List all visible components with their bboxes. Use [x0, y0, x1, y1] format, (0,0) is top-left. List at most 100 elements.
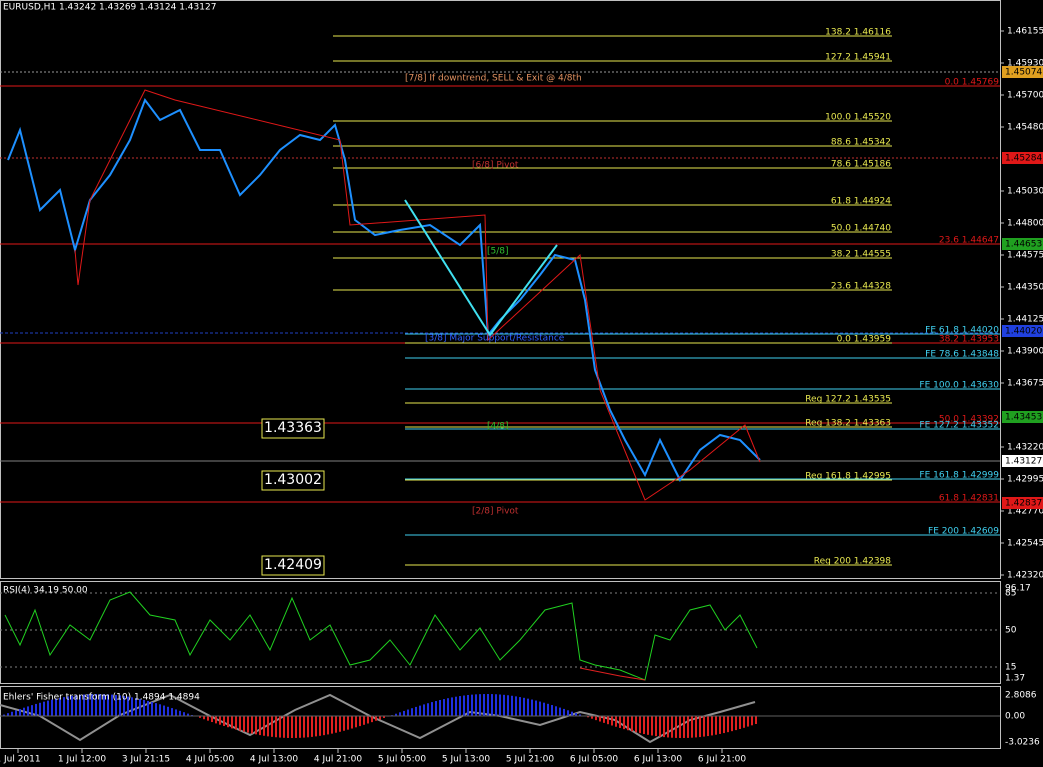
price-path-wicks: [74, 89, 761, 501]
price-marker-label: 1.44653: [1005, 240, 1042, 250]
zigzag: [404, 199, 558, 337]
price-marker: [1002, 66, 1043, 78]
price-marker-label: 1.43453: [1005, 413, 1042, 423]
level-label: 50.0 1.43392: [939, 415, 999, 425]
fisher-frame: [0, 686, 1001, 749]
price-marker-label: 1.43127: [1005, 457, 1042, 467]
price-marker-label: 1.42837: [1005, 499, 1042, 509]
time-label: 6 Jul 05:00: [570, 755, 619, 765]
price-label: 1.43220: [1007, 443, 1043, 453]
time-label: 3 Jul 21:15: [122, 755, 170, 765]
rsi-oversold: [579, 667, 646, 681]
price-label: 1.42995: [1007, 475, 1043, 485]
price-label: 1.42320: [1007, 571, 1043, 581]
fisher-histogram: [3, 694, 757, 738]
price-marker: [1002, 497, 1043, 509]
time-label: 6 Jul 13:00: [634, 755, 683, 765]
price-label: 1.46155: [1007, 27, 1043, 37]
rsi-axis-label: 50: [1005, 626, 1017, 636]
murrey-label: [5/8]: [487, 247, 509, 257]
price-label: 1.45030: [1007, 187, 1043, 197]
level-label: 50.0 1.44740: [831, 224, 891, 234]
price-label: 1.42545: [1007, 539, 1043, 549]
price-label: 1.42770: [1007, 507, 1043, 517]
time-label: 1 Jul 12:00: [58, 755, 107, 765]
price-label: 1.44575: [1007, 251, 1043, 261]
price-label: 1.45700: [1007, 91, 1043, 101]
price-label: 1.45930: [1007, 59, 1043, 69]
level-label: 138.2 1.46116: [825, 28, 891, 38]
fisher-axis-label: 2.8086: [1005, 691, 1037, 701]
level-label: 38.2 1.44555: [831, 250, 891, 260]
level-label: FE 61.8 1.44020: [925, 326, 999, 336]
price-marker: [1002, 238, 1043, 250]
price-marker-label: 1.45284: [1005, 154, 1042, 164]
price-marker: [1002, 455, 1043, 467]
price-label: 1.43675: [1007, 379, 1043, 389]
murrey-label: [6/8] Pivot: [472, 161, 519, 171]
level-label: FE 78.6 1.43848: [925, 350, 999, 360]
rsi-axis-label: 1.37: [1005, 674, 1025, 684]
level-label: 78.6 1.45186: [831, 160, 891, 170]
price-label: 1.43900: [1007, 347, 1043, 357]
fisher-title: Ehlers' Fisher transform (10) 1.4894 1.4…: [3, 693, 200, 703]
price-box-label: 1.43363: [264, 420, 322, 436]
level-label: 100.0 1.45520: [825, 113, 891, 123]
price-marker-label: 1.44020: [1005, 327, 1042, 337]
rsi-frame: [0, 581, 1001, 684]
price-label: 1.44125: [1007, 315, 1043, 325]
time-label: 4 Jul 21:00: [314, 755, 363, 765]
level-label: 61.8 1.44924: [831, 197, 891, 207]
time-label: 4 Jul 13:00: [250, 755, 299, 765]
price-box-label: 1.42409: [264, 557, 322, 573]
level-label: Reg 138.2 1.43363: [805, 419, 891, 429]
time-label: 6 Jul 21:00: [698, 755, 747, 765]
price-box-label: 1.43002: [264, 472, 322, 488]
rsi-axis-label: 96.17: [1005, 584, 1031, 594]
panel-frames: [0, 0, 1001, 749]
price-marker: [1002, 411, 1043, 423]
level-label: 0.0 1.45769: [945, 78, 1000, 88]
murrey-label: [3/8] Major Support/Resistance: [425, 334, 565, 344]
level-label: 0.0 1.43959: [837, 335, 892, 345]
rsi-line: [4, 591, 758, 681]
levels: 0.0 1.45769 23.6 1.44647 38.2 1.43953 50.0 …: [0, 28, 1000, 567]
rsi-axis-label: 85: [1005, 589, 1016, 599]
level-label: 38.2 1.43953: [939, 335, 999, 345]
murrey-label: [2/8] Pivot: [472, 507, 519, 517]
price-label: 1.44350: [1007, 283, 1043, 293]
murrey-label: [7/8] If downtrend, SELL & Exit @ 4/8th: [405, 74, 582, 84]
level-label: FE 127.2 1.43352: [919, 421, 999, 431]
rsi-guides: [0, 592, 1000, 668]
level-label: FE 200 1.42609: [928, 527, 999, 537]
time-label: 4 Jul 05:00: [186, 755, 235, 765]
level-label: Reg 127.2 1.43535: [805, 395, 891, 405]
price-label: 1.45480: [1007, 123, 1043, 133]
level-label: 61.8 1.42831: [939, 494, 999, 504]
price-label: 1.44800: [1007, 219, 1043, 229]
level-label: FE 161.8 1.42999: [919, 471, 999, 481]
rsi-title: RSI(4) 34.19 50.00: [3, 586, 88, 596]
level-label: 127.2 1.45941: [825, 53, 891, 63]
fisher-axis-label: 0.00: [1005, 712, 1025, 722]
price-marker: [1002, 325, 1043, 337]
fisher-axis-label: -3.0236: [1005, 738, 1040, 748]
level-label: Reg 200 1.42398: [814, 557, 891, 567]
time-label: 5 Jul 21:00: [506, 755, 555, 765]
price-box: [261, 418, 325, 439]
level-label: 88.6 1.45342: [831, 138, 891, 148]
level-label: FE 100.0 1.43630: [919, 381, 999, 391]
chart-header: EURUSD,H1 1.43242 1.43269 1.43124 1.4312…: [3, 3, 216, 13]
price-box: [261, 555, 325, 576]
time-label: 5 Jul 13:00: [442, 755, 491, 765]
level-label: 23.6 1.44328: [831, 282, 891, 292]
level-label: 23.6 1.44647: [939, 236, 999, 246]
price-box: [261, 470, 325, 491]
murrey-label: [4/8]: [487, 422, 509, 432]
price-marker-label: 1.45074: [1005, 68, 1042, 78]
level-label: Reg 161.8 1.42995: [805, 472, 891, 482]
price-path: [7, 97, 761, 482]
time-label: 1 Jul 2011: [0, 755, 41, 765]
